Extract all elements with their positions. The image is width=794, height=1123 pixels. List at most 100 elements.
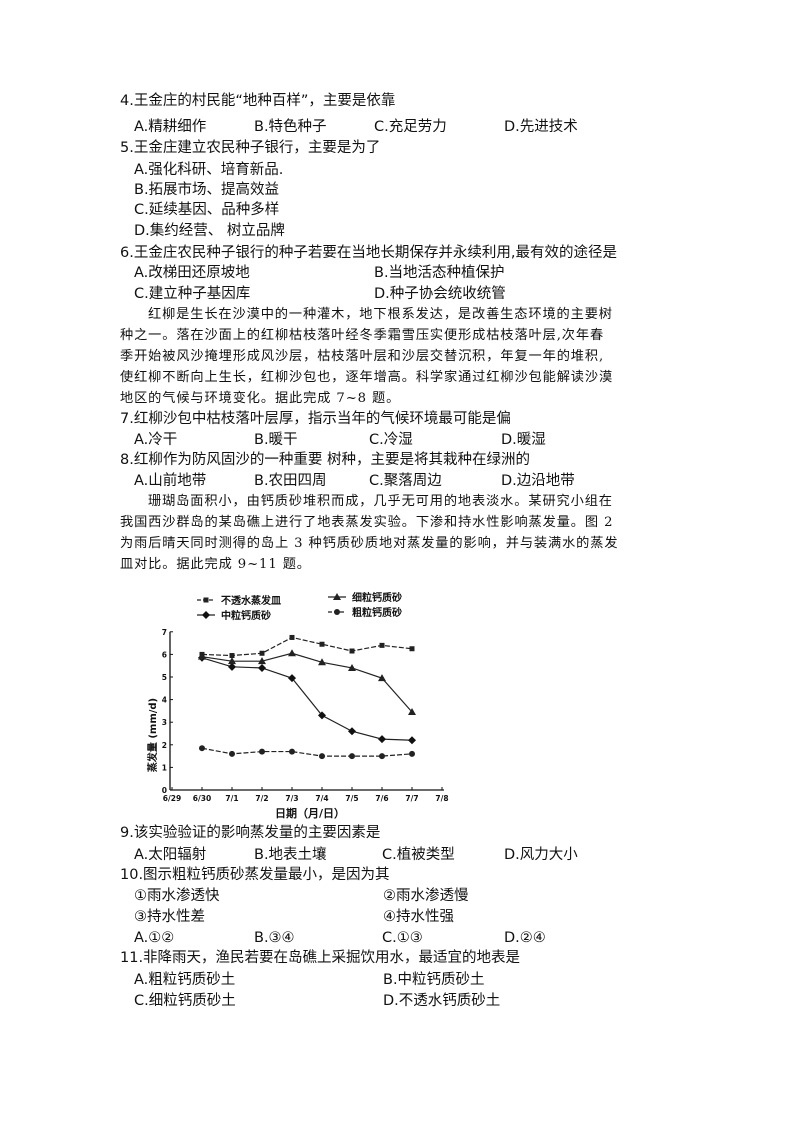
diamond-marker	[408, 736, 416, 745]
diamond-marker	[348, 727, 356, 736]
option-b: B.特色种子	[254, 119, 327, 135]
y-axis-label: 蒸发量 (mm/d)	[146, 698, 159, 772]
statement-4: ④持水性强	[383, 909, 454, 925]
circle-marker	[289, 748, 295, 755]
statement-3: ③持水性差	[134, 909, 205, 925]
question-10-stem: 10.图示粗粒钙质砂蒸发量最小，是因为其	[120, 867, 390, 883]
square-marker	[379, 642, 385, 648]
option-c: C.充足劳力	[374, 119, 447, 135]
option-b: B.地表土壤	[254, 847, 327, 863]
triangle-marker	[198, 652, 206, 660]
legend-item: 不透水蒸发皿	[197, 594, 281, 607]
question-6-option-a: A.改梯田还原坡地	[134, 265, 250, 281]
diamond-marker	[288, 674, 296, 683]
circle-marker	[259, 748, 265, 755]
x-tick-label: 7/1	[225, 794, 238, 803]
x-tick-label: 7/3	[285, 794, 298, 803]
square-marker	[319, 641, 325, 647]
question-11-option-d: D.不透水钙质砂土	[383, 993, 501, 1009]
x-tick-label: 6/30	[193, 794, 211, 803]
question-5-option-a: A.强化科研、培育新品.	[134, 162, 284, 178]
square-marker	[259, 650, 265, 656]
triangle-marker	[378, 674, 386, 682]
x-tick-label: 7/4	[315, 794, 328, 803]
legend-item: 粗粒钙质砂	[328, 606, 402, 619]
triangle-marker	[408, 708, 416, 716]
square-marker	[203, 597, 209, 603]
question-5-option-c: C.延续基因、品种多样	[134, 202, 280, 218]
evaporation-line-chart: 6/29 6/30 7/1 7/2 7/3 7/4 7/5 7/6 7/7 7/8 0 1 2 3 4 5 6 7…	[146, 591, 449, 820]
statement-2: ②雨水渗透慢	[383, 888, 469, 904]
y-tick-label: 3	[162, 718, 167, 727]
chart-series	[198, 634, 416, 760]
triangle-marker	[228, 657, 236, 665]
diamond-marker	[258, 663, 266, 672]
option-a: A.山前地带	[134, 473, 207, 489]
question-8-stem: 8.红柳作为防风固沙的一种重要 树种，主要是将其栽种在绿洲的	[120, 452, 530, 468]
question-6-option-d: D.种子协会统收统管	[374, 286, 506, 302]
passage-1-line: 红柳是生长在沙漠中的一种灌木，地下根系发达，是改善生态环境的主要树	[148, 307, 613, 322]
option-d: D.先进技术	[504, 119, 578, 135]
series-diamond	[198, 653, 416, 745]
diamond-marker	[378, 735, 386, 744]
question-4-stem: 4.王金庄的村民能“地种百样”，主要是依靠	[120, 93, 396, 109]
passage-2-line: 我国西沙群岛的某岛礁上进行了地表蒸发实验。下渗和持水性影响蒸发量。图 2	[120, 515, 614, 530]
triangle-marker	[288, 649, 296, 657]
y-tick-label: 0	[162, 786, 167, 795]
option-d: D.②④	[504, 930, 546, 946]
circle-marker	[409, 750, 415, 757]
question-5-option-d: D.集约经营、 树立品牌	[134, 223, 285, 239]
passage-1-line: 季开始被风沙掩埋形成风沙层，枯枝落叶层和沙层交替沉积，年复一年的堆积,	[120, 349, 605, 364]
triangle-marker	[318, 658, 326, 666]
triangle-marker	[333, 593, 341, 600]
y-tick-label: 7	[162, 628, 167, 637]
y-tick-label: 2	[162, 741, 167, 750]
option-a: A.①②	[134, 930, 175, 946]
triangle-marker	[348, 663, 356, 671]
diamond-marker	[318, 711, 326, 720]
diamond-marker	[228, 662, 236, 671]
x-tick-label: 7/6	[375, 794, 388, 803]
legend-item: 中粒钙质砂	[197, 609, 271, 622]
square-marker	[229, 653, 235, 659]
series-line	[201, 747, 413, 757]
option-c: C.冷湿	[369, 432, 413, 448]
y-tick-label: 1	[162, 763, 167, 772]
diamond-marker	[202, 611, 210, 619]
circle-marker	[199, 745, 205, 752]
circle-marker	[349, 753, 355, 760]
legend-label: 细粒钙质砂	[352, 591, 402, 604]
circle-marker	[334, 609, 340, 615]
chart-axes: 6/29 6/30 7/1 7/2 7/3 7/4 7/5 7/6 7/7 7/8 0 1 2 3 4 5 6 7	[162, 628, 449, 803]
legend-label: 粗粒钙质砂	[352, 606, 402, 619]
series-square	[199, 634, 415, 659]
y-tick-label: 5	[162, 673, 167, 682]
option-d: D.暖湿	[501, 432, 546, 448]
series-triangle	[198, 649, 416, 716]
question-5-option-b: B.拓展市场、提高效益	[134, 182, 280, 198]
option-d: D.边沿地带	[501, 473, 575, 489]
triangle-marker	[258, 657, 266, 665]
question-9-stem: 9.该实验验证的影响蒸发量的主要因素是	[120, 825, 381, 841]
option-b: B.③④	[254, 930, 295, 946]
legend-label: 不透水蒸发皿	[221, 594, 281, 607]
series-line	[201, 652, 413, 713]
passage-1-line: 种之一。落在沙面上的红柳枯枝落叶经冬季霜雪压实便形成枯枝落叶层,次年春	[120, 328, 605, 343]
question-6-stem: 6.王金庄农民种子银行的种子若要在当地长期保存并永续利用,最有效的途径是	[120, 245, 617, 261]
passage-2-line: 珊瑚岛面积小，由钙质砂堆积而成，几乎无可用的地表淡水。某研究小组在	[148, 494, 613, 509]
x-axis-label: 日期（月/日）	[275, 806, 345, 820]
passage-1-line: 地区的气候与环境变化。据此完成 7~8 题。	[120, 391, 401, 406]
series-line	[201, 657, 413, 741]
x-tick-label: 7/5	[345, 794, 358, 803]
option-a: A.精耕细作	[134, 119, 207, 135]
x-tick-label: 7/2	[255, 794, 268, 803]
passage-2-line: 为雨后晴天同时测得的岛上 3 种钙质砂质地对蒸发量的影响，并与装满水的蒸发	[120, 536, 619, 551]
square-marker	[409, 646, 415, 652]
question-11-option-c: C.细粒钙质砂土	[134, 993, 236, 1009]
option-c: C.植被类型	[382, 847, 455, 863]
option-c: C.聚落周边	[369, 473, 442, 489]
circle-marker	[319, 753, 325, 760]
circle-marker	[229, 750, 235, 757]
legend-label: 中粒钙质砂	[221, 609, 271, 622]
